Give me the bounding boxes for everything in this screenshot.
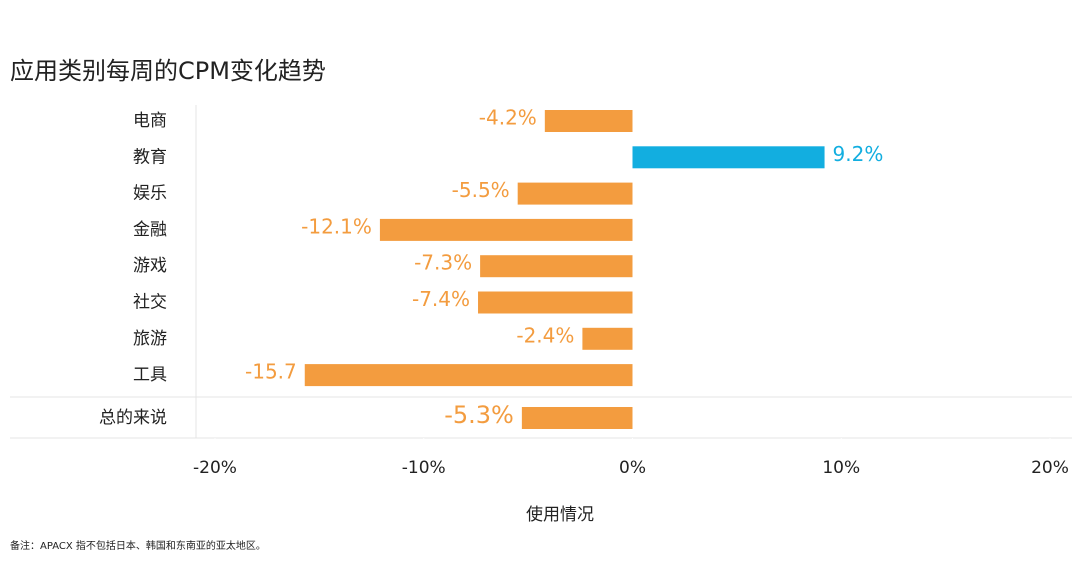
bar <box>304 364 633 387</box>
value-label: -2.4% <box>516 323 574 347</box>
bar <box>517 182 633 205</box>
value-label: -15.7 <box>245 360 297 384</box>
x-tick-label: 0% <box>619 458 646 478</box>
category-label: 工具 <box>133 365 167 385</box>
bar <box>379 218 633 241</box>
chart-title: 应用类别每周的CPM变化趋势 <box>10 57 326 85</box>
value-label: -7.4% <box>412 287 470 311</box>
x-tick-label: -10% <box>402 458 446 478</box>
x-tick-label: -20% <box>193 458 237 478</box>
x-tick-label: 10% <box>822 458 860 478</box>
value-label: -5.3% <box>444 401 514 429</box>
category-label: 电商 <box>133 111 167 131</box>
category-label: 总的来说 <box>99 408 167 428</box>
category-label: 娱乐 <box>133 184 167 204</box>
category-label: 旅游 <box>133 329 167 349</box>
bar <box>478 291 633 314</box>
category-label: 金融 <box>133 220 167 240</box>
footnote: 备注：APACX 指不包括日本、韩国和东南亚的亚太地区。 <box>10 539 266 552</box>
x-axis-label: 使用情况 <box>526 504 594 525</box>
bar <box>521 407 633 429</box>
value-label: 9.2% <box>833 142 884 166</box>
bar <box>544 110 633 132</box>
bar <box>632 146 825 169</box>
bar <box>582 327 633 350</box>
value-label: -12.1% <box>301 214 372 238</box>
value-label: -4.2% <box>479 106 537 130</box>
category-label: 游戏 <box>133 256 167 276</box>
value-label: -7.3% <box>414 251 472 275</box>
x-tick-label: 20% <box>1031 458 1069 478</box>
value-label: -5.5% <box>452 178 510 202</box>
category-label: 教育 <box>133 147 167 167</box>
category-label: 社交 <box>133 293 167 313</box>
bar <box>480 255 633 278</box>
